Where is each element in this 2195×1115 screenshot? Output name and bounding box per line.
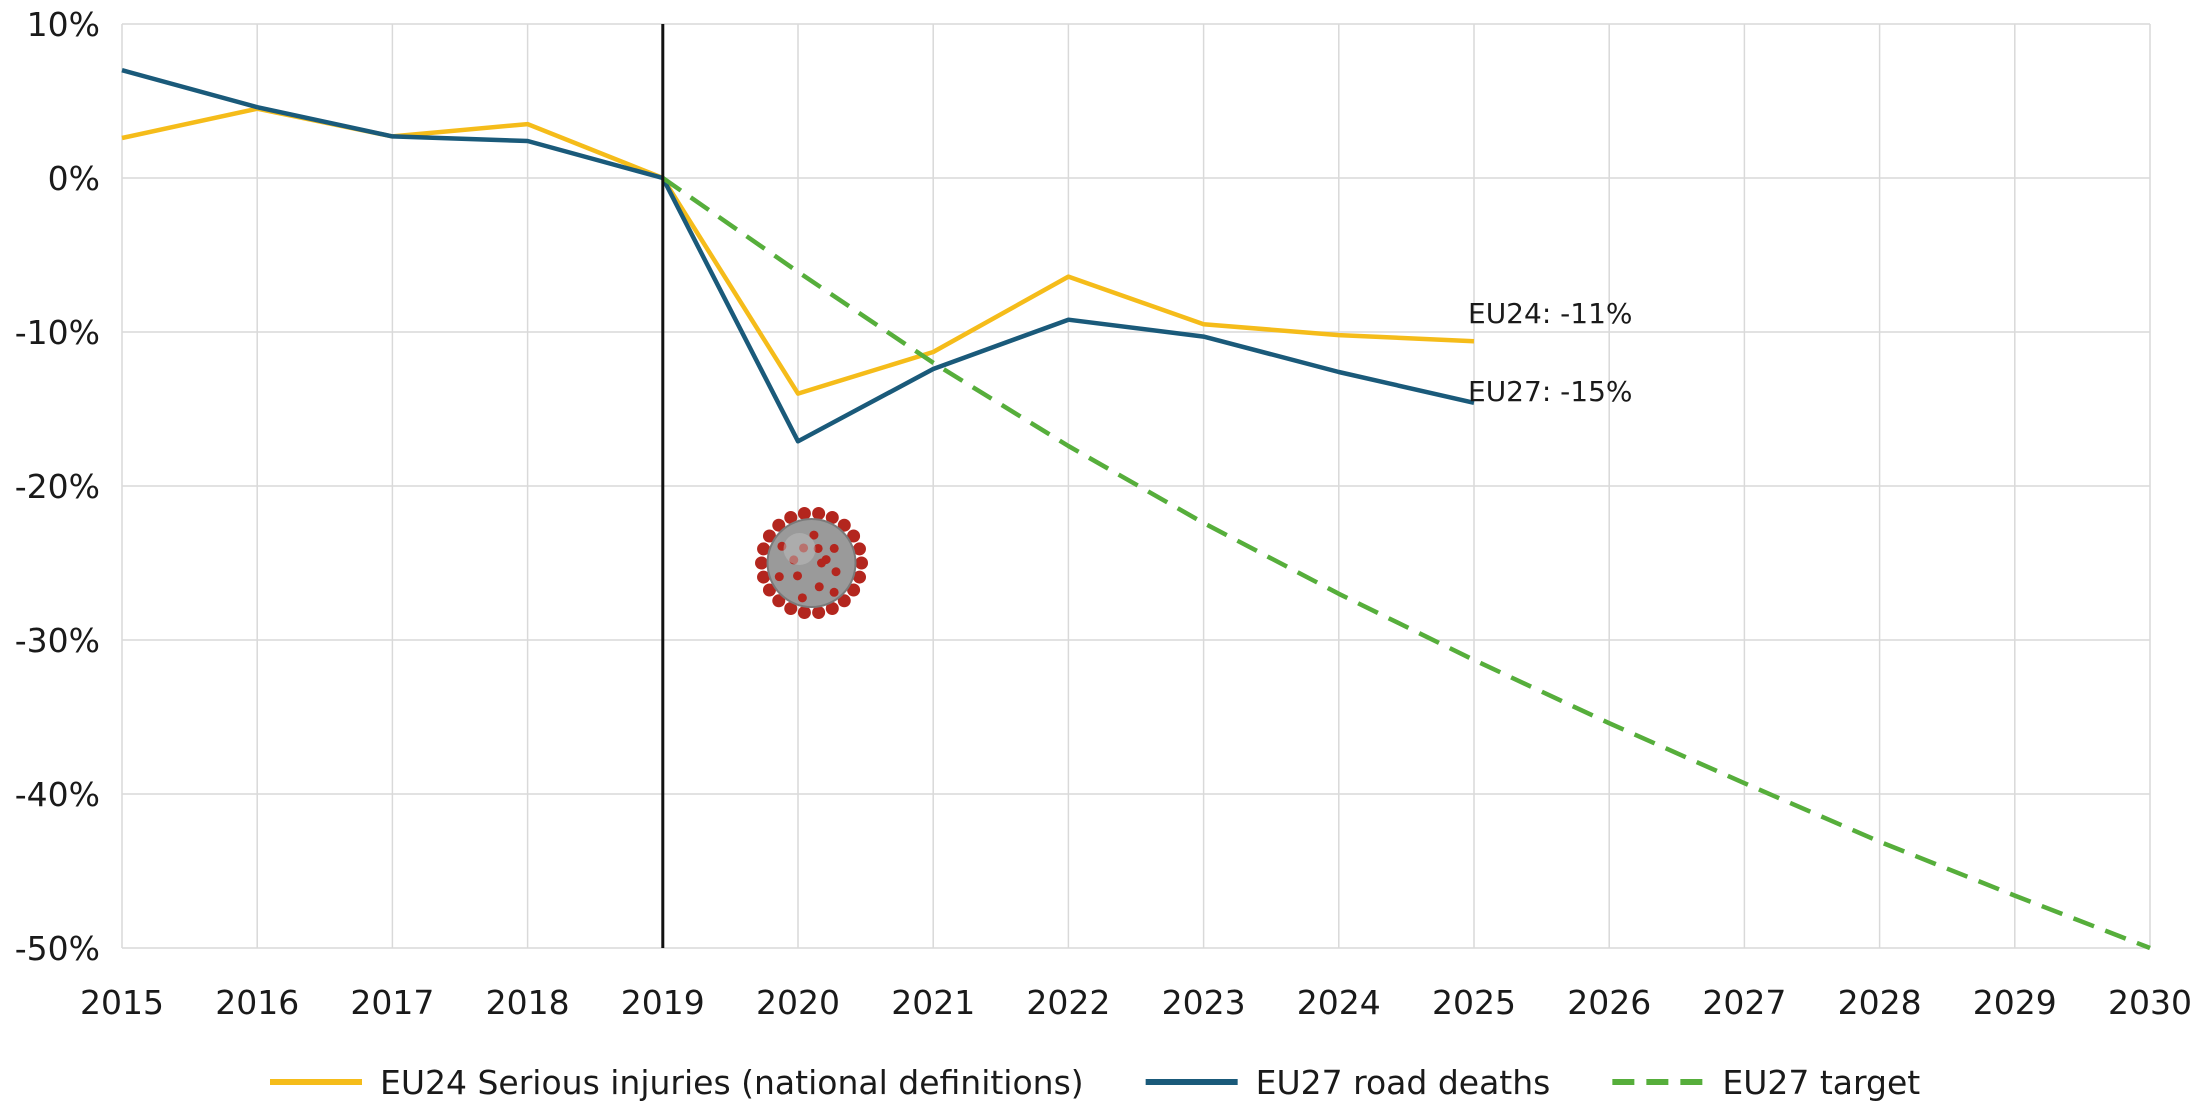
annotation-label: EU24: -11% (1468, 297, 1633, 330)
virus-spike (825, 511, 839, 525)
virus-spike (793, 571, 803, 581)
x-tick-label: 2020 (756, 983, 840, 1022)
y-tick-label: -10% (15, 313, 100, 352)
legend: EU24 Serious injuries (national definiti… (270, 1063, 1920, 1102)
virus-spike (812, 507, 826, 521)
virus-spike (821, 555, 831, 565)
series-line-eu27-road-deaths (121, 68, 1475, 444)
virus-spike (797, 593, 807, 603)
virus-spike (772, 518, 786, 532)
virus-spike (762, 529, 776, 543)
legend-item-eu27-target: EU27 target (1612, 1063, 1920, 1102)
x-tick-label: 2027 (1702, 983, 1786, 1022)
virus-highlight (783, 533, 816, 565)
y-tick-label: -30% (15, 621, 100, 660)
virus-spike (757, 570, 771, 584)
virus-spike (837, 594, 851, 608)
virus-spike (813, 543, 823, 553)
virus-spike (852, 542, 866, 556)
coronavirus-icon (755, 507, 869, 619)
y-axis-ticks: 10% 0% -10% -20% -30% -40% -50% (15, 5, 100, 968)
y-tick-label: -50% (15, 929, 100, 968)
virus-spike (847, 583, 861, 597)
virus-spike (855, 556, 869, 570)
virus-spike (812, 605, 826, 619)
virus-spike (831, 567, 841, 577)
legend-item-eu24-serious-injuries-national-definitions: EU24 Serious injuries (national definiti… (270, 1063, 1084, 1102)
virus-spike (829, 587, 839, 597)
x-tick-label: 2023 (1162, 983, 1246, 1022)
legend-item-eu27-road-deaths: EU27 road deaths (1145, 1063, 1551, 1102)
y-tick-label: 10% (27, 5, 100, 44)
virus-spike (837, 518, 851, 532)
legend-label: EU27 road deaths (1256, 1063, 1551, 1102)
x-axis-ticks: 2015 2016 2017 2018 2019 2020 2021 2022 2023 2024… (80, 983, 2192, 1022)
virus-spike (757, 542, 771, 556)
x-tick-label: 2015 (80, 983, 164, 1022)
x-tick-label: 2025 (1432, 983, 1516, 1022)
virus-spike (774, 572, 784, 582)
x-tick-label: 2026 (1567, 983, 1651, 1022)
series-line-eu27-target (661, 176, 2151, 951)
y-tick-label: 0% (48, 159, 100, 198)
x-tick-label: 2019 (621, 983, 705, 1022)
virus-spike (784, 601, 798, 615)
y-tick-label: -20% (15, 467, 100, 506)
annotation-label: EU27: -15% (1468, 375, 1633, 408)
virus-spike (829, 543, 839, 553)
virus-spike (814, 582, 824, 592)
virus-spike (762, 583, 776, 597)
virus-spike (772, 594, 786, 608)
virus-spike (852, 570, 866, 584)
icons (755, 507, 869, 619)
y-tick-label: -40% (15, 775, 100, 814)
grid (121, 23, 2151, 949)
virus-spike (797, 507, 811, 521)
x-tick-label: 2018 (486, 983, 570, 1022)
x-tick-label: 2016 (215, 983, 299, 1022)
x-tick-label: 2017 (350, 983, 434, 1022)
legend-label: EU27 target (1722, 1063, 1920, 1102)
virus-spike (847, 529, 861, 543)
virus-spike (755, 556, 769, 570)
x-tick-label: 2028 (1838, 983, 1922, 1022)
virus-spike (809, 530, 819, 540)
legend-label: EU24 Serious injuries (national definiti… (380, 1063, 1084, 1102)
virus-spike (825, 601, 839, 615)
annotations: EU24: -11% EU27: -15% (1468, 297, 1633, 408)
x-tick-label: 2029 (1973, 983, 2057, 1022)
x-tick-label: 2024 (1297, 983, 1381, 1022)
x-tick-label: 2021 (891, 983, 975, 1022)
virus-spike (784, 511, 798, 525)
x-tick-label: 2030 (2108, 983, 2192, 1022)
virus-spike (797, 605, 811, 619)
series (121, 68, 2151, 951)
x-tick-label: 2022 (1026, 983, 1110, 1022)
